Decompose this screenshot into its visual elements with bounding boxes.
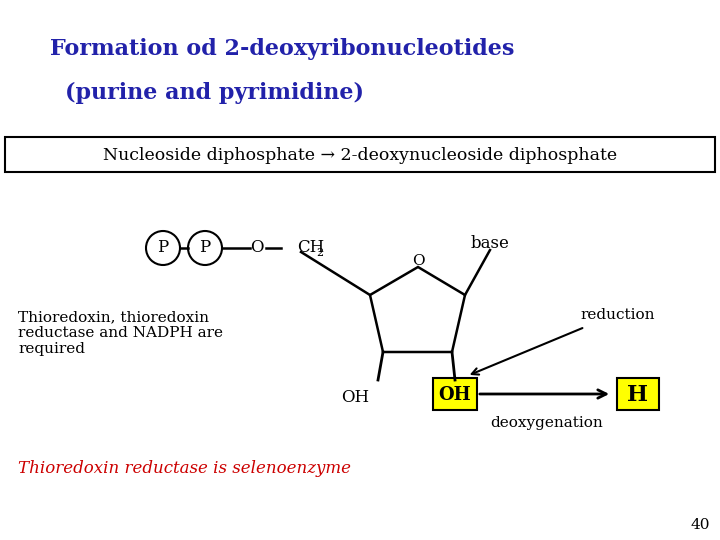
Text: P: P [199,240,211,256]
Text: CH: CH [297,240,324,256]
Text: Thioredoxin, thioredoxin
reductase and NADPH are
required: Thioredoxin, thioredoxin reductase and N… [18,310,223,356]
Text: 2: 2 [316,248,323,258]
Text: H: H [628,384,649,406]
Text: Nucleoside diphosphate → 2-deoxynucleoside diphosphate: Nucleoside diphosphate → 2-deoxynucleosi… [103,147,617,164]
Bar [433,378,477,410]
Text: P: P [158,240,168,256]
Text: OH: OH [438,386,472,404]
Text: base: base [471,234,510,252]
Bar [617,378,659,410]
Text: reduction: reduction [580,308,654,322]
Text: (purine and pyrimidine): (purine and pyrimidine) [65,82,364,104]
Text: deoxygenation: deoxygenation [490,416,603,430]
Bar [5,137,715,172]
Text: O: O [412,254,424,268]
Text: OH: OH [341,388,369,406]
Text: 40: 40 [690,518,710,532]
Text: Thioredoxin reductase is selenoenzyme: Thioredoxin reductase is selenoenzyme [18,460,351,477]
Text: Formation od 2-deoxyribonucleotides: Formation od 2-deoxyribonucleotides [50,38,514,60]
Text: O: O [251,240,264,256]
